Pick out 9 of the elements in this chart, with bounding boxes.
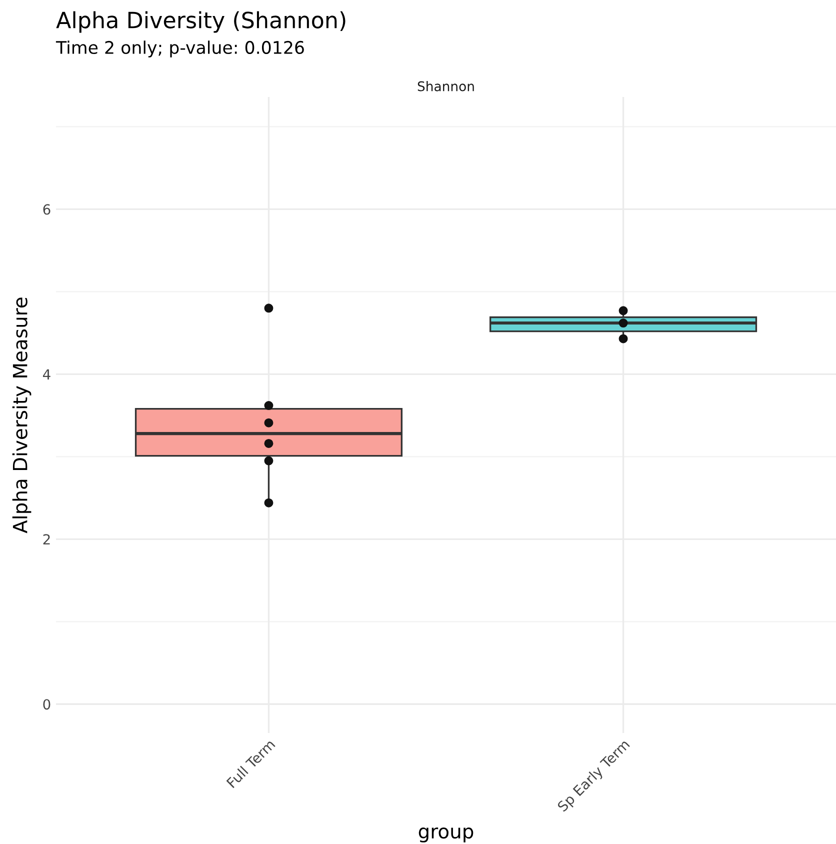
y-tick-label: 2 [43,534,50,544]
y-tick-label: 0 [43,699,50,710]
x-axis-title: group [418,827,474,842]
text: Shannon [418,81,474,92]
y-tick-label: 4 [42,369,50,380]
y-axis-title: Alpha Diversity Measure [12,298,32,534]
chart-subtitle: Time 2 only; p-value: 0.0126 [56,40,304,58]
y-tick-label: 6 [43,204,50,215]
chart-title: Alpha Diversity (Shannon) [56,11,346,33]
